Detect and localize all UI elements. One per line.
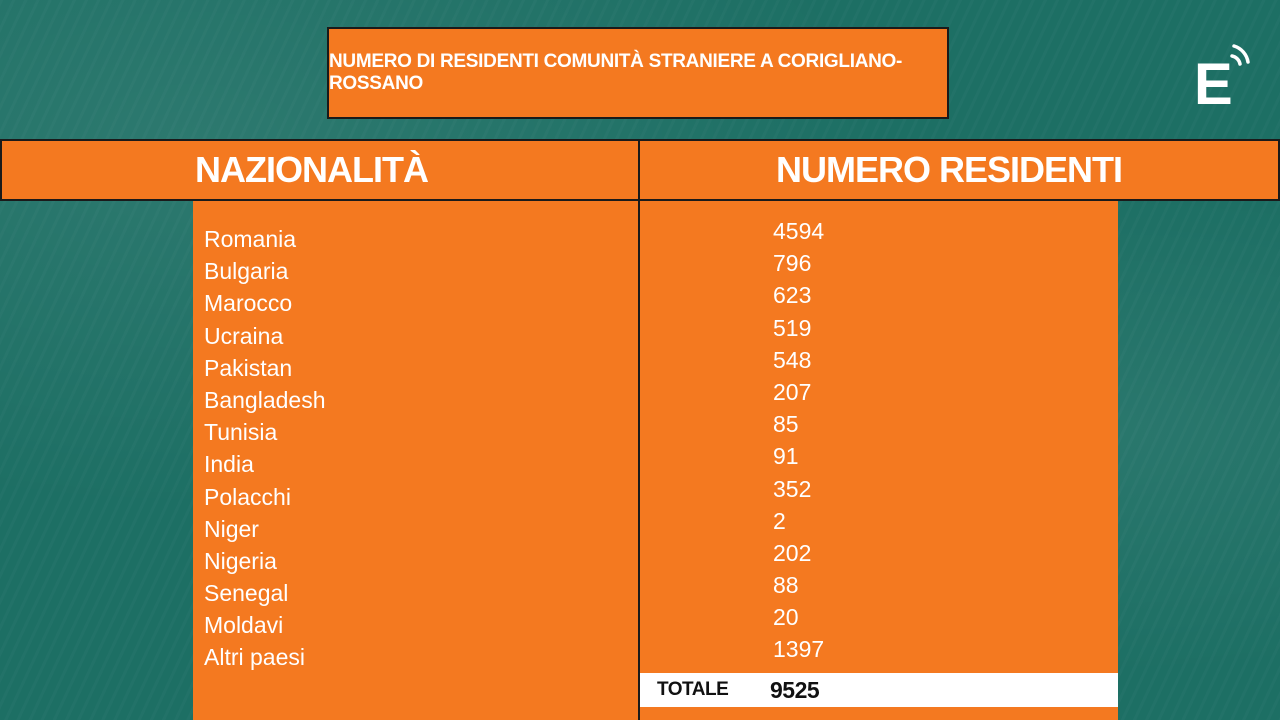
residents-cell: 4594 [773,218,825,244]
nation-cell: Niger [204,515,259,542]
nation-cell: Bangladesh [204,386,326,413]
table-header: NAZIONALITÀ NUMERO RESIDENTI [0,139,1280,201]
nationality-header-label: NAZIONALITÀ [195,149,429,190]
nation-cell: Bulgaria [204,258,289,285]
nationality-header: NAZIONALITÀ [0,139,640,201]
residents-cell: 20 [773,604,799,631]
residents-column [640,201,1118,720]
nation-cell: Romania [204,226,297,252]
title-banner: NUMERO DI RESIDENTI COMUNITÀ STRANIERE A… [327,27,949,119]
residents-cell: 88 [773,572,799,599]
residents-cell: 2 [773,507,786,534]
residents-cell: 548 [773,346,812,373]
residents-header: NUMERO RESIDENTI [640,139,1280,201]
residents-cell: 519 [773,314,812,341]
residents-cell: 91 [773,443,799,470]
residents-cell: 85 [773,411,799,438]
total-value: 9525 [770,676,820,703]
nation-cell: Moldavi [204,612,284,639]
residents-cell: 352 [773,475,812,502]
nation-cell: Nigeria [204,547,277,574]
nationality-list: Romania Bulgaria Marocco Ucraina Pakista… [204,223,326,674]
nation-cell: Ucraina [204,322,284,349]
nation-cell: Tunisia [204,419,278,446]
nation-cell: Senegal [204,580,289,607]
nation-cell: Pakistan [204,354,293,381]
logo-letter: E [1194,52,1233,108]
nation-cell: Polacchi [204,483,291,510]
nation-cell: Marocco [204,290,293,317]
residents-cell: 207 [773,378,812,405]
broadcast-e-logo-icon: E [1194,44,1250,108]
residents-cell: 796 [773,250,812,277]
residents-cell: 1397 [773,636,825,663]
residents-list: 4594 796 623 519 548 207 85 91 352 2 202… [773,215,824,666]
column-divider [638,139,640,720]
residents-cell: 202 [773,539,812,566]
nation-cell: India [204,451,254,478]
nation-cell: Altri paesi [204,644,305,671]
residents-cell: 623 [773,282,812,309]
total-row: TOTALE 9525 [640,673,1118,707]
page-title: NUMERO DI RESIDENTI COMUNITÀ STRANIERE A… [329,51,903,94]
total-label: TOTALE [657,679,729,700]
nationality-column [193,201,639,720]
residents-header-label: NUMERO RESIDENTI [776,149,1123,190]
